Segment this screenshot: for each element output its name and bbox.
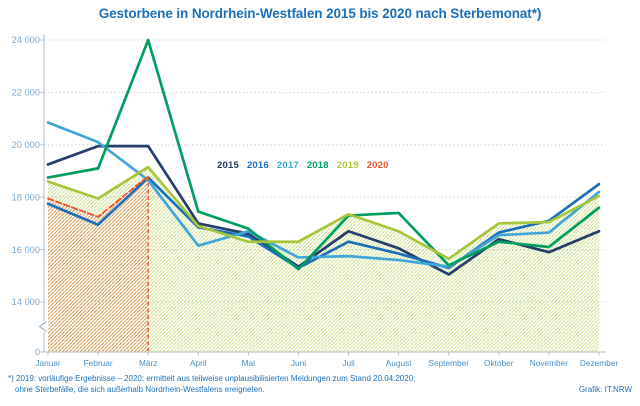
series-2016-line — [46, 176, 601, 270]
series-2020-line — [47, 175, 150, 218]
series-2018-line — [46, 38, 601, 271]
series-2019-line — [46, 165, 601, 261]
y-axis-labels: 24 000 22 000 20 000 18 000 16 000 14 000 0 — [12, 35, 40, 357]
series-2020-area — [48, 176, 149, 352]
svg-text:14 000: 14 000 — [12, 297, 40, 307]
footnote-line-1: *) 2019: vorläufige Ergebnisse – 2020: e… — [8, 374, 416, 383]
legend-item-2019: 2019 — [336, 160, 359, 171]
credit-label: Grafik: IT.NRW — [578, 385, 632, 394]
svg-text:0: 0 — [35, 347, 40, 357]
svg-text:22 000: 22 000 — [12, 88, 40, 98]
y-axis-break-icon — [38, 321, 49, 332]
legend-item-2017: 2017 — [276, 160, 299, 171]
svg-text:Februar: Februar — [84, 358, 113, 368]
chart-legend: 2015 2016 2017 2018 2019 2020 — [217, 160, 389, 171]
footnote-line-2: ohne Sterbefälle, die sich außerhalb Nor… — [15, 384, 265, 394]
svg-text:24 000: 24 000 — [12, 35, 40, 45]
svg-text:April: April — [190, 358, 207, 368]
footnote-marker: *) — [8, 374, 14, 383]
svg-text:16 000: 16 000 — [12, 245, 40, 255]
x-axis-labels: Januar Februar März April Mai Juni Juli August S… — [35, 358, 618, 368]
legend-item-2018: 2018 — [306, 160, 329, 171]
axis-ticks — [40, 39, 600, 356]
svg-text:März: März — [139, 358, 157, 368]
footnote: *) 2019: vorläufige Ergebnisse – 2020: e… — [8, 374, 415, 395]
svg-text:November: November — [530, 358, 569, 368]
svg-text:August: August — [386, 358, 413, 368]
legend-item-2015: 2015 — [217, 160, 239, 171]
svg-text:Dezember: Dezember — [580, 358, 619, 368]
svg-text:September: September — [428, 358, 469, 368]
svg-text:20 000: 20 000 — [12, 140, 40, 150]
legend-item-2020: 2020 — [366, 160, 389, 171]
svg-text:Juni: Juni — [291, 358, 306, 368]
svg-text:Januar: Januar — [35, 358, 61, 368]
svg-text:Oktober: Oktober — [484, 358, 514, 368]
chart-title: Gestorbene in Nordrhein-Westfalen 2015 b… — [98, 6, 542, 21]
svg-text:18 000: 18 000 — [12, 192, 40, 202]
legend-item-2016: 2016 — [246, 160, 269, 171]
svg-text:Juli: Juli — [342, 358, 355, 368]
svg-text:Mai: Mai — [242, 358, 256, 368]
